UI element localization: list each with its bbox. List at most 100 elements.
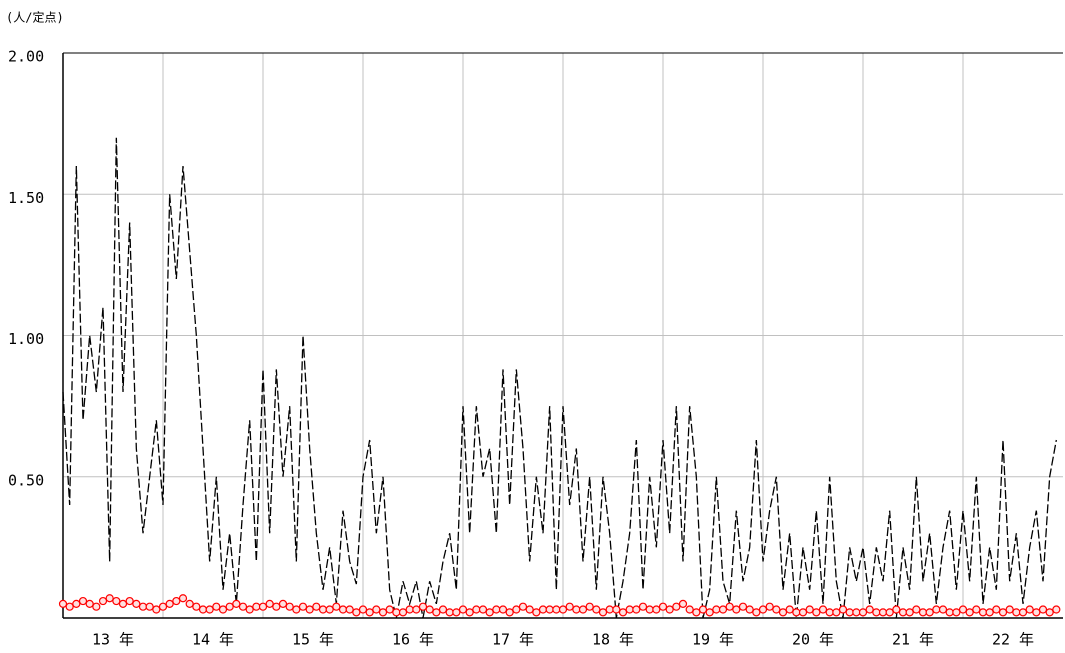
marker	[612, 605, 621, 614]
marker	[698, 605, 708, 614]
marker	[765, 602, 774, 611]
y-tick-label: 0.50	[8, 471, 44, 489]
marker	[472, 605, 481, 614]
x-tick-label: 14 年	[192, 631, 234, 649]
marker	[352, 608, 361, 617]
marker	[178, 594, 188, 603]
marker	[305, 605, 314, 614]
marker	[672, 602, 681, 611]
marker	[225, 602, 234, 611]
x-tick-label: 22 年	[992, 631, 1034, 649]
marker	[118, 599, 128, 608]
marker	[112, 596, 121, 606]
marker	[392, 608, 401, 617]
marker	[685, 605, 694, 614]
marker	[218, 605, 228, 614]
marker	[812, 608, 821, 617]
marker	[385, 605, 394, 614]
marker	[512, 605, 521, 614]
x-tick-label: 15 年	[292, 631, 334, 649]
marker	[318, 605, 328, 614]
marker	[492, 605, 501, 614]
marker	[838, 605, 848, 614]
marker	[852, 608, 861, 617]
marker	[398, 608, 408, 617]
marker	[845, 608, 854, 617]
marker	[1025, 605, 1034, 614]
marker	[365, 608, 374, 617]
marker	[598, 608, 608, 617]
marker	[265, 599, 274, 608]
marker	[478, 605, 488, 614]
marker	[772, 605, 781, 614]
marker	[138, 602, 148, 611]
marker	[105, 594, 114, 603]
marker	[785, 605, 794, 614]
marker	[238, 602, 248, 611]
marker	[518, 602, 528, 611]
y-tick-label: 2.00	[8, 48, 44, 66]
marker	[625, 605, 634, 614]
marker	[985, 608, 994, 617]
marker	[438, 605, 448, 614]
x-tick-label: 20 年	[792, 631, 834, 649]
marker	[1005, 605, 1014, 614]
marker	[345, 605, 354, 614]
marker	[65, 602, 74, 611]
marker	[312, 602, 321, 611]
marker	[572, 605, 581, 614]
marker	[72, 599, 81, 608]
marker	[972, 605, 981, 614]
marker	[892, 605, 901, 614]
marker	[705, 608, 714, 617]
y-unit-label: (人/定点)	[6, 10, 64, 25]
marker	[605, 605, 614, 614]
marker	[832, 608, 841, 617]
marker	[445, 608, 454, 617]
marker	[958, 605, 968, 614]
marker	[532, 608, 541, 617]
marker	[745, 605, 754, 614]
marker	[405, 605, 414, 614]
marker	[738, 602, 748, 611]
marker	[258, 602, 268, 611]
marker	[538, 605, 548, 614]
marker	[758, 605, 768, 614]
x-tick-label: 16 年	[392, 631, 434, 649]
marker	[878, 608, 888, 617]
marker	[212, 602, 221, 611]
x-tick-label: 13 年	[92, 631, 134, 649]
marker	[205, 605, 214, 614]
marker	[732, 605, 741, 614]
x-tick-label: 18 年	[592, 631, 634, 649]
y-tick-label: 1.00	[8, 330, 44, 348]
marker	[858, 608, 868, 617]
marker	[412, 605, 421, 614]
marker	[565, 602, 574, 611]
marker	[125, 596, 134, 606]
marker	[172, 596, 181, 606]
marker	[1032, 608, 1041, 617]
marker	[432, 608, 441, 617]
marker	[618, 608, 628, 617]
marker	[498, 605, 508, 614]
marker	[485, 608, 494, 617]
marker	[298, 602, 308, 611]
marker	[525, 605, 534, 614]
marker	[252, 602, 261, 611]
marker	[98, 596, 108, 606]
marker	[545, 605, 554, 614]
marker	[898, 608, 908, 617]
marker	[372, 605, 381, 614]
marker	[358, 605, 368, 614]
marker	[378, 608, 388, 617]
marker	[778, 608, 788, 617]
marker	[552, 605, 561, 614]
marker	[198, 605, 208, 614]
marker	[725, 602, 734, 611]
marker	[152, 605, 161, 614]
series-line	[62, 137, 1057, 619]
x-tick-label: 19 年	[692, 631, 734, 649]
x-tick-label: 17 年	[492, 631, 534, 649]
